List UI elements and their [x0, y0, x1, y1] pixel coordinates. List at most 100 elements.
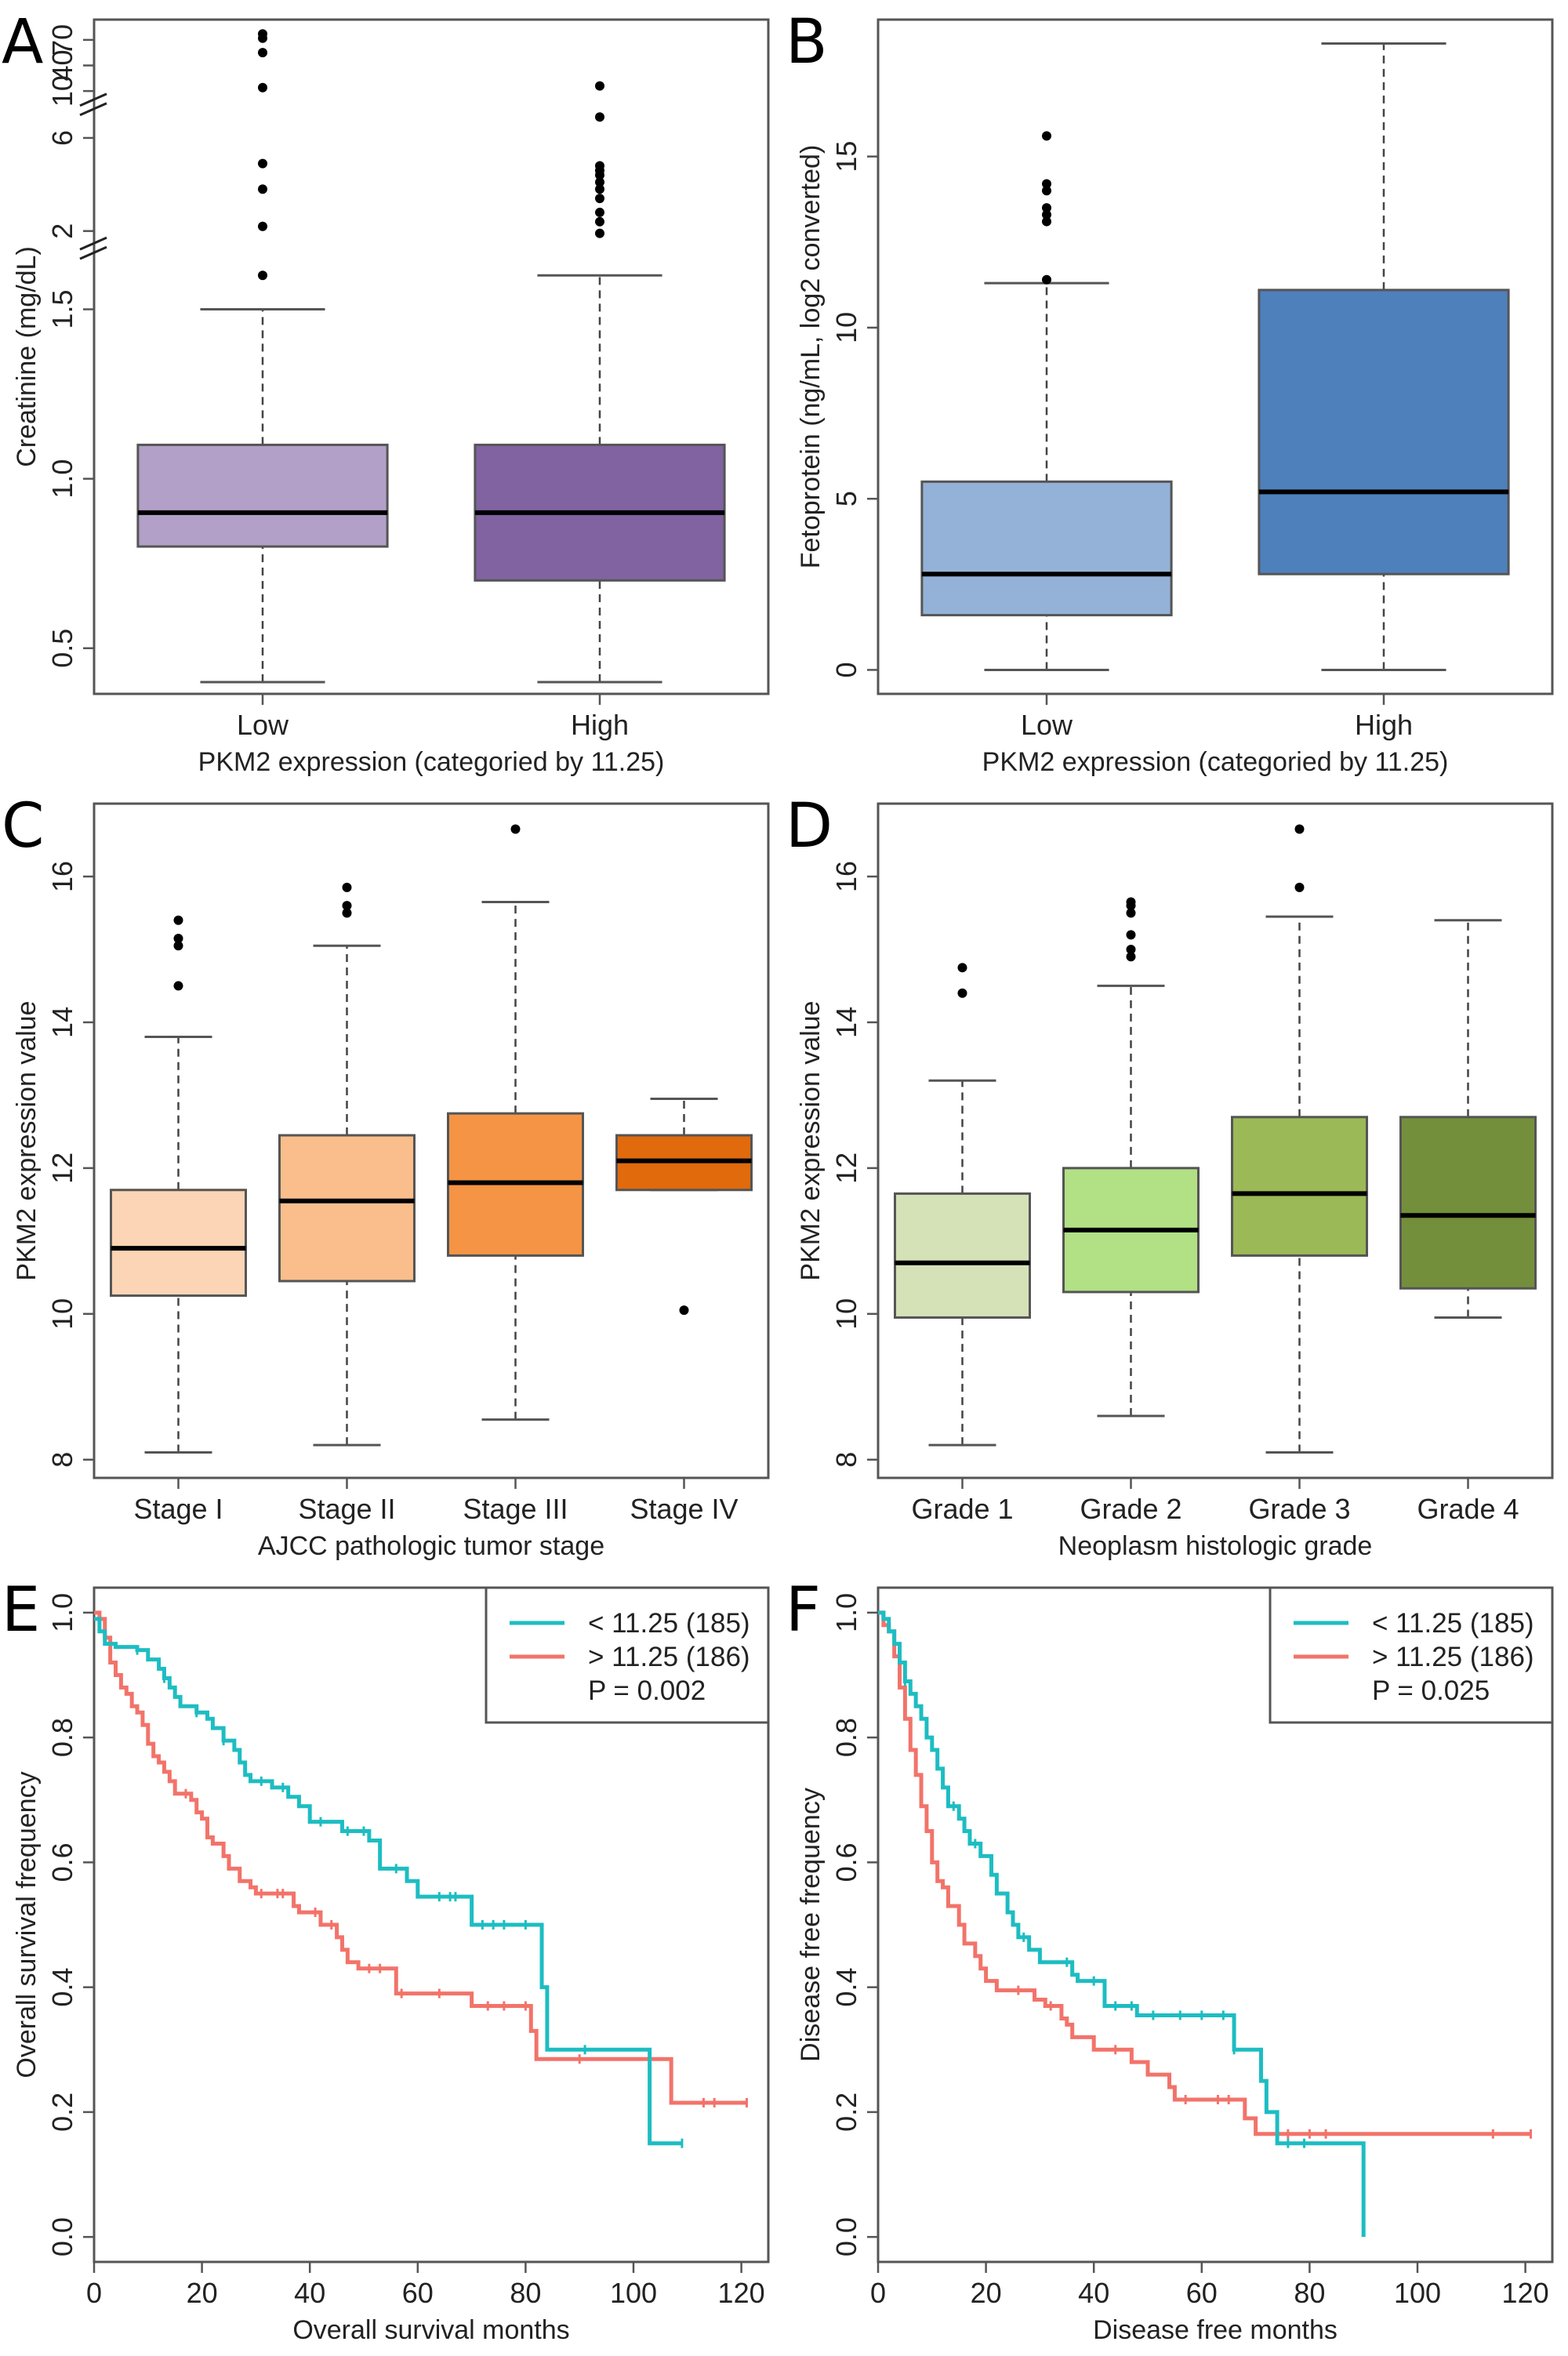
iqr-box	[1231, 1116, 1368, 1257]
x-tick-label: 100	[1394, 2277, 1441, 2309]
outlier-point	[1042, 209, 1051, 220]
outlier-point	[1294, 882, 1305, 892]
outlier-point	[258, 82, 267, 93]
x-axis-title: PKM2 expression (categoried by 11.25)	[198, 747, 665, 777]
x-tick-label: 20	[187, 2277, 218, 2309]
box-grade-3	[1231, 824, 1368, 1454]
outlier-point	[258, 221, 267, 231]
iqr-box	[920, 480, 1173, 617]
y-tick-label: 0.0	[830, 2217, 862, 2256]
iqr-box	[110, 1189, 247, 1298]
y-tick-label: 14	[46, 1007, 78, 1038]
y-tick-label: 12	[830, 1153, 862, 1184]
outlier-point	[1042, 179, 1051, 189]
legend-label: > 11.25 (186)	[588, 1642, 750, 1672]
x-tick-label: 100	[610, 2277, 657, 2309]
y-tick-label: 2	[46, 223, 78, 239]
panel-f: F 0.0 0.2 0.4 0.6 0.8 1.0 0 20 40 60 80 100 120 Diseas…	[786, 1575, 1554, 2345]
outlier-point	[258, 48, 267, 58]
x-tick-label: Grade 1	[911, 1493, 1013, 1525]
y-tick-label: 0.8	[46, 1718, 78, 1757]
y-tick-label: 0.5	[46, 629, 78, 668]
x-tick-label: Stage II	[298, 1493, 395, 1525]
box-grade-1	[894, 963, 1031, 1447]
km-curve	[878, 1610, 1366, 2238]
y-tick-label: 1.0	[46, 1593, 78, 1632]
x-tick-label: 0	[86, 2277, 102, 2309]
outlier-point	[1042, 203, 1051, 213]
y-tick-label: 15	[830, 141, 862, 172]
km-curve	[94, 1610, 747, 2105]
x-tick-label: High	[1355, 709, 1413, 741]
plot-frame	[877, 18, 1554, 695]
y-tick-label: 12	[46, 1153, 78, 1184]
x-tick-label: Stage I	[133, 1493, 223, 1525]
outlier-point	[595, 161, 604, 171]
outlier-point	[957, 988, 967, 998]
outlier-point	[595, 81, 604, 91]
legend: < 11.25 (185)> 11.25 (186)P = 0.025	[1269, 1586, 1554, 1724]
y-tick-label: 0.0	[46, 2217, 78, 2256]
y-tick-label: 0.2	[46, 2093, 78, 2132]
panel-letter: F	[786, 1575, 821, 1646]
outlier-point	[1126, 952, 1136, 962]
box-stage-i	[110, 915, 247, 1454]
panel-letter: D	[786, 791, 833, 862]
x-tick-label: 80	[1294, 2277, 1325, 2309]
panel-d: D 8 10 12 14 16 PKM2 expression value Grade 1 Gr…	[786, 791, 1554, 1561]
km-series-1	[94, 1610, 748, 2107]
y-tick-label: 10	[46, 1298, 78, 1330]
outlier-point	[595, 207, 604, 217]
outlier-point	[1042, 186, 1051, 196]
outlier-point	[1126, 897, 1136, 907]
y-tick-label: 6	[46, 130, 78, 146]
plot-frame	[93, 18, 770, 695]
outlier-point	[679, 1305, 689, 1316]
box-stage-iii	[447, 824, 584, 1421]
plot-frame	[93, 802, 770, 1479]
x-tick-label: 120	[718, 2277, 765, 2309]
axis-break-mark	[79, 236, 107, 251]
y-tick-label: 8	[46, 1452, 78, 1468]
outlier-point	[173, 941, 183, 951]
km-curve	[94, 1617, 682, 2146]
outlier-point	[1042, 131, 1051, 141]
y-axis-title: PKM2 expression value	[796, 1000, 826, 1280]
km-series-0	[878, 1610, 1366, 2238]
km-series-0	[94, 1617, 684, 2148]
x-axis-title: Overall survival months	[292, 2315, 569, 2345]
y-tick-label: 5	[830, 491, 862, 506]
x-axis-title: Neoplasm histologic grade	[1058, 1531, 1373, 1561]
y-axis-title: Overall survival frequency	[12, 1771, 42, 2078]
y-tick-label: 0.8	[830, 1718, 862, 1757]
y-tick-label: 10	[830, 312, 862, 343]
box-low	[920, 131, 1173, 671]
axis-break-mark	[79, 245, 107, 260]
x-tick-label: 60	[1186, 2277, 1218, 2309]
legend-label: < 11.25 (185)	[1372, 1608, 1534, 1639]
outlier-point	[1126, 930, 1136, 940]
box-low	[136, 29, 389, 684]
iqr-box	[894, 1192, 1031, 1319]
p-value-label: P = 0.025	[1372, 1675, 1490, 1706]
y-tick-label: 16	[830, 861, 862, 892]
outlier-point	[258, 184, 267, 194]
x-tick-label: Grade 4	[1417, 1493, 1519, 1525]
axis-break-mark	[79, 93, 107, 107]
y-tick-label: 0.4	[46, 1968, 78, 2007]
legend-label: > 11.25 (186)	[1372, 1642, 1534, 1672]
panel-e: E 0.0 0.2 0.4 0.6 0.8 1.0 0 20 40 60 80 100 120 Overal…	[2, 1575, 770, 2345]
box-stage-ii	[278, 882, 416, 1447]
y-tick-label: 16	[46, 861, 78, 892]
km-series-1	[878, 1610, 1532, 2139]
x-tick-label: 0	[870, 2277, 886, 2309]
outlier-point	[1294, 824, 1305, 834]
y-tick-label: 40	[46, 49, 78, 81]
plot-frame	[877, 1586, 1554, 2263]
x-axis-title: AJCC pathologic tumor stage	[258, 1531, 604, 1561]
y-tick-label: 14	[830, 1007, 862, 1038]
outlier-point	[510, 824, 521, 834]
y-tick-label: 10	[830, 1298, 862, 1330]
outlier-point	[595, 228, 604, 238]
